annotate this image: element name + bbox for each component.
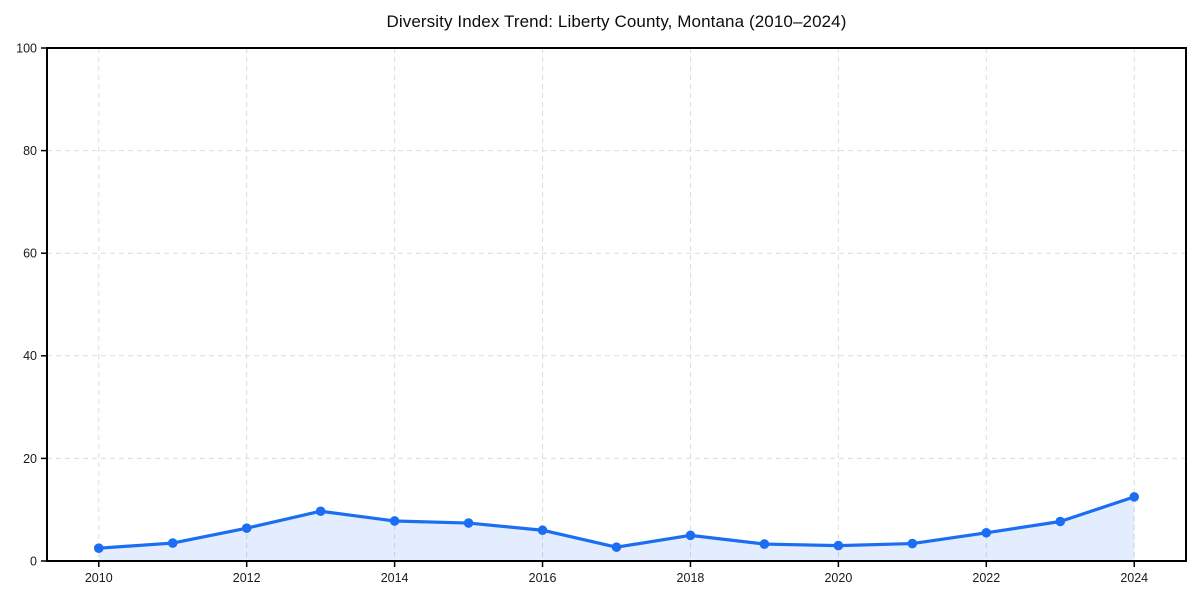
y-tick-label: 40 bbox=[23, 349, 37, 363]
data-point bbox=[315, 506, 326, 517]
data-point bbox=[685, 530, 696, 541]
y-tick-label: 20 bbox=[23, 452, 37, 466]
y-tick-label: 60 bbox=[23, 247, 37, 261]
x-tick-label: 2022 bbox=[972, 571, 1000, 585]
axes-spines bbox=[46, 47, 1187, 562]
data-point bbox=[389, 516, 400, 526]
data-point bbox=[907, 538, 918, 549]
x-tick-label: 2024 bbox=[1120, 571, 1148, 585]
data-point bbox=[1129, 492, 1140, 502]
series-markers bbox=[93, 492, 1140, 553]
plot-border bbox=[46, 47, 1187, 562]
data-point bbox=[241, 523, 252, 533]
data-point bbox=[1055, 516, 1066, 527]
gridlines bbox=[47, 47, 1186, 561]
x-tick-label: 2012 bbox=[233, 571, 261, 585]
data-point bbox=[167, 538, 178, 548]
x-tick-label: 2010 bbox=[85, 571, 113, 585]
data-point bbox=[537, 525, 548, 536]
data-point bbox=[93, 543, 104, 553]
x-tick-label: 2014 bbox=[381, 571, 409, 585]
data-point bbox=[981, 527, 992, 538]
y-tick-label: 0 bbox=[30, 554, 37, 568]
data-point bbox=[759, 539, 770, 549]
data-point bbox=[833, 540, 844, 551]
data-point bbox=[463, 518, 474, 528]
data-point bbox=[611, 542, 622, 552]
x-tick-label: 2020 bbox=[824, 571, 852, 585]
chart-title: Diversity Index Trend: Liberty County, M… bbox=[386, 12, 847, 31]
y-tick-label: 80 bbox=[23, 144, 37, 158]
tick-marks bbox=[41, 47, 1135, 567]
x-tick-label: 2018 bbox=[677, 571, 705, 585]
y-tick-label: 100 bbox=[16, 41, 37, 55]
x-tick-label: 2016 bbox=[529, 571, 557, 585]
tick-labels: 2010 2012 2014 2016 2018 2020 2022 2024 0 20 40 60 8… bbox=[16, 41, 1148, 585]
